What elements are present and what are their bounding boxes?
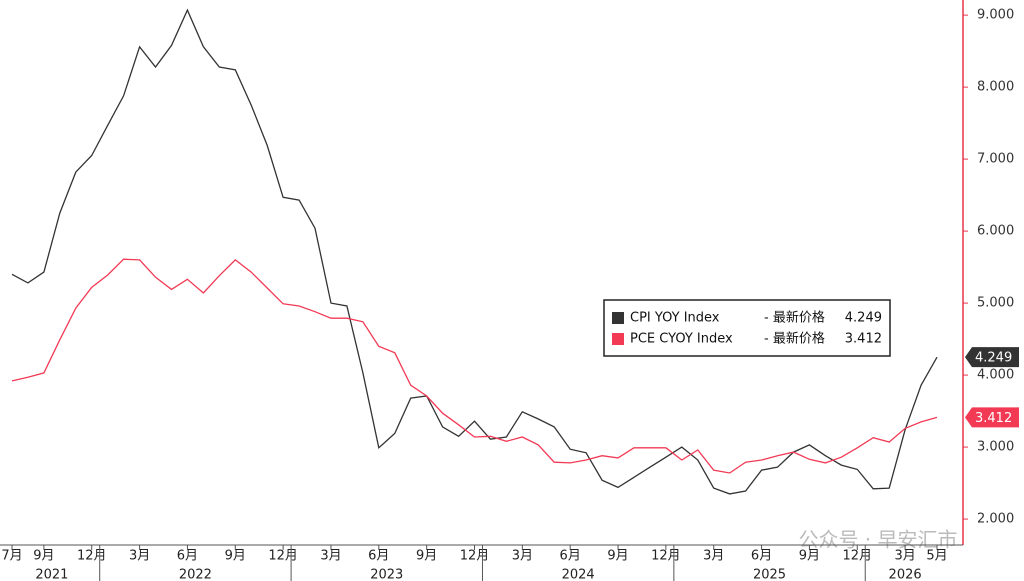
x-tick-label: 12月: [651, 549, 681, 564]
x-tick-label: 3月: [703, 549, 724, 564]
x-tick-label: 12月: [460, 549, 490, 564]
series-line: [11, 258, 938, 474]
x-tick-label: 7月: [1, 549, 22, 564]
value-badge-label: 3.412: [975, 411, 1012, 426]
legend-label: CPI YOY Index: [630, 311, 720, 326]
x-group-label: 2025: [753, 568, 786, 581]
watermark: 公众号 · 早安汇市: [798, 528, 957, 552]
x-tick-label: 6月: [560, 549, 581, 564]
legend-box: [603, 299, 891, 357]
x-tick-label: 12月: [268, 549, 298, 564]
y-tick-label: 2.000: [977, 512, 1014, 527]
y-tick-label: 5.000: [977, 296, 1014, 311]
x-tick-label: 9月: [225, 549, 246, 564]
x-tick-label: 9月: [607, 549, 628, 564]
legend-suffix: - 最新价格: [764, 331, 825, 347]
x-tick-label: 12月: [77, 549, 107, 564]
x-tick-label: 9月: [416, 549, 437, 564]
x-tick-label: 3月: [512, 549, 533, 564]
value-badge-label: 4.249: [975, 351, 1012, 366]
value-badge: [965, 347, 1019, 368]
x-tick-label: 3月: [320, 549, 341, 564]
series-line: [11, 8, 938, 495]
x-group-label: 2023: [370, 568, 403, 581]
x-tick-label: 6月: [751, 549, 772, 564]
x-tick-label: 6月: [177, 549, 198, 564]
x-tick-label: 3月: [129, 549, 150, 564]
legend-label: PCE CYOY Index: [630, 332, 733, 347]
x-tick-label: 5月: [926, 549, 947, 564]
y-tick-label: 9.000: [977, 8, 1014, 23]
x-tick-label: 12月: [842, 549, 872, 564]
value-badge: [965, 407, 1019, 428]
x-tick-label: 9月: [799, 549, 820, 564]
x-group-label: 2022: [179, 568, 212, 581]
x-group-label: 2021: [35, 568, 68, 581]
legend-value: 4.249: [845, 311, 882, 326]
y-tick-label: 3.000: [977, 440, 1014, 455]
legend-swatch: [612, 333, 624, 345]
x-tick-label: 9月: [33, 549, 54, 564]
y-tick-label: 6.000: [977, 224, 1014, 239]
legend-swatch: [612, 312, 624, 324]
x-group-label: 2024: [562, 568, 595, 581]
x-tick-label: 6月: [368, 549, 389, 564]
y-tick-label: 4.000: [977, 368, 1014, 383]
y-tick-label: 7.000: [977, 152, 1014, 167]
legend-suffix: - 最新价格: [764, 310, 825, 326]
y-tick-label: 8.000: [977, 80, 1014, 95]
x-group-label: 2026: [889, 568, 922, 581]
legend-value: 3.412: [845, 332, 882, 347]
x-tick-label: 3月: [894, 549, 915, 564]
